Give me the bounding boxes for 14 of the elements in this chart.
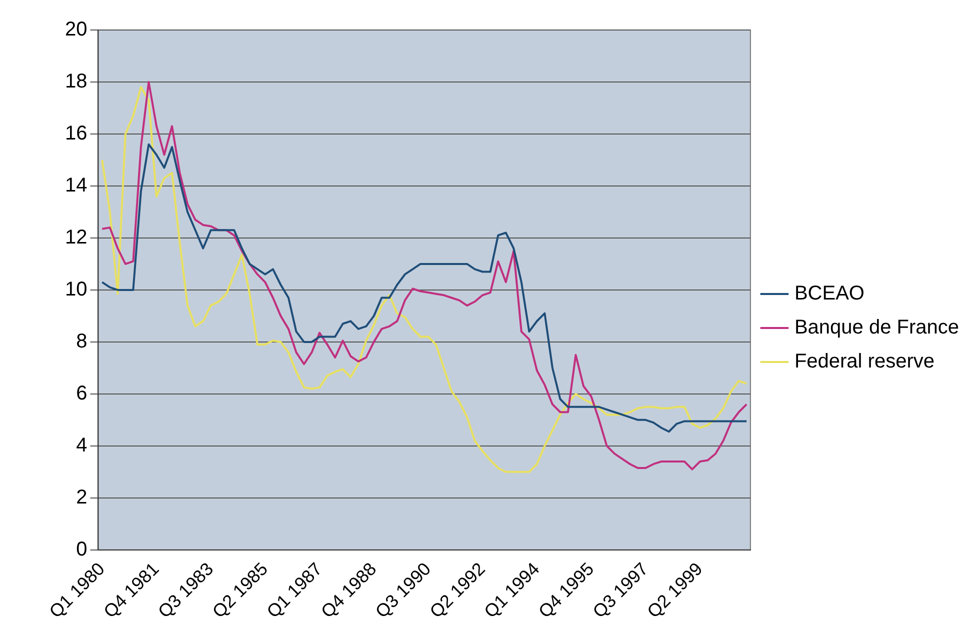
y-tick-label: 18 <box>64 70 88 93</box>
y-tick-label: 20 <box>64 18 88 41</box>
y-tick-label: 12 <box>64 226 88 248</box>
y-tick-label: 14 <box>64 174 88 196</box>
y-tick-label: 16 <box>64 122 88 144</box>
y-tick-label: 4 <box>76 434 88 456</box>
y-tick-label: 6 <box>76 382 88 404</box>
legend-label: Federal reserve <box>794 350 934 373</box>
y-tick-label: 0 <box>76 538 88 560</box>
y-tick-label: 8 <box>76 330 88 352</box>
y-tick-label: 10 <box>64 278 88 300</box>
legend-label: BCEAO <box>794 282 864 305</box>
legend-label: Banque de France <box>794 316 959 339</box>
y-tick-label: 2 <box>76 486 88 508</box>
